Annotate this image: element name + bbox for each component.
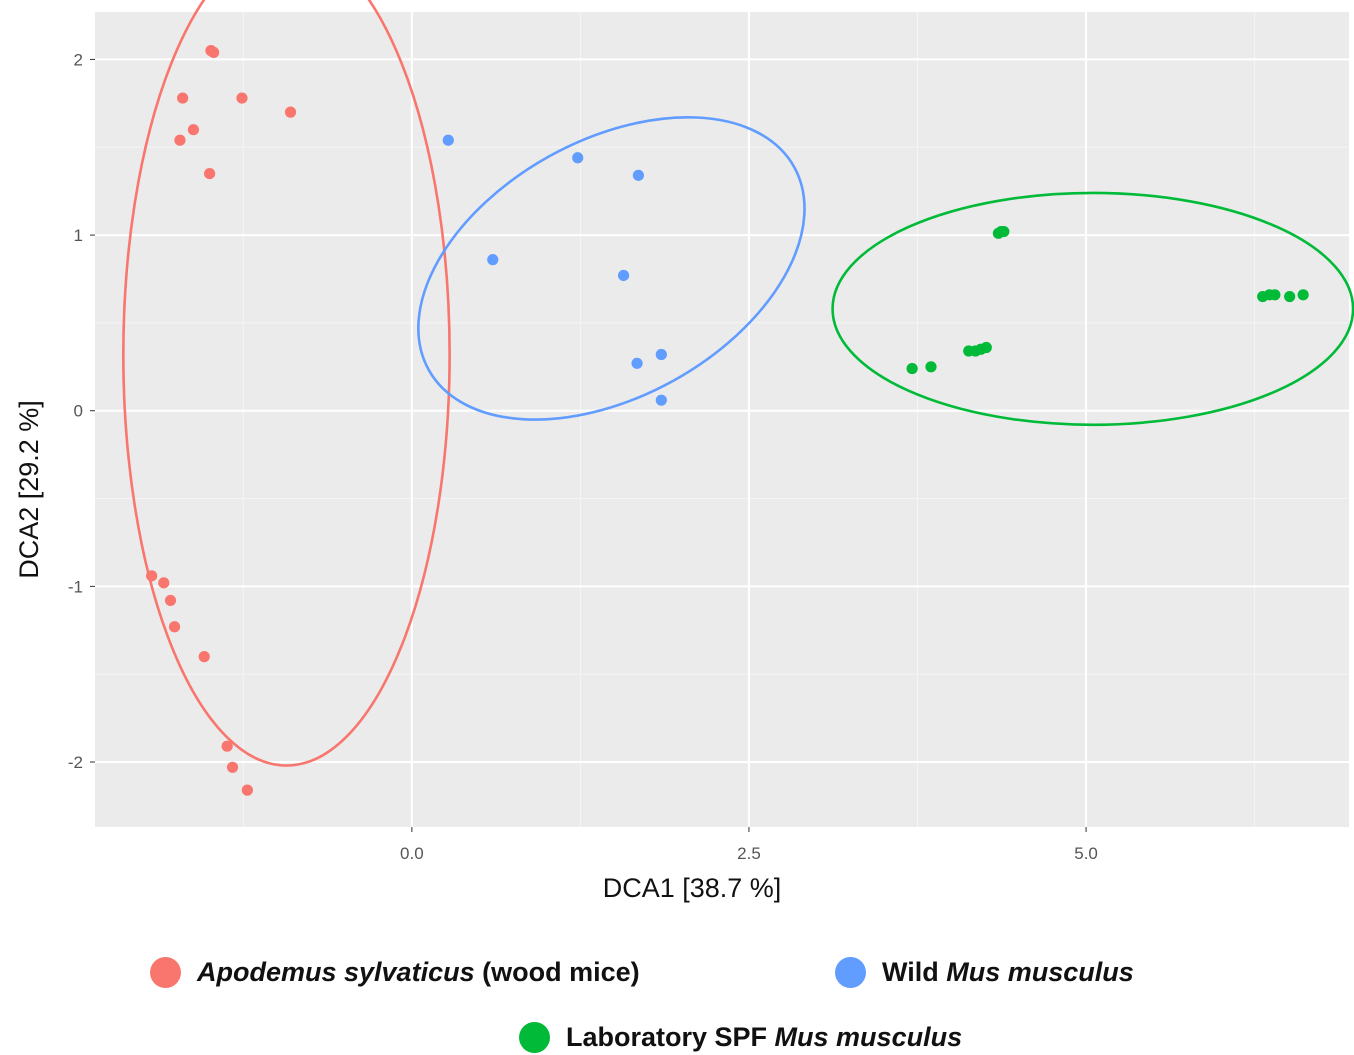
point-lab-spf-mus — [1297, 289, 1309, 301]
point-wild-mus — [631, 357, 643, 369]
point-wild-mus — [572, 152, 584, 164]
point-wild-mus — [442, 134, 454, 146]
y-tick-label: 0 — [74, 402, 83, 421]
point-apodemus — [241, 784, 253, 796]
y-axis-title: DCA2 [29.2 %] — [14, 400, 44, 579]
point-apodemus — [164, 594, 177, 607]
point-wild-mus — [487, 254, 499, 266]
point-lab-spf-mus — [998, 225, 1010, 238]
point-apodemus — [146, 570, 158, 582]
minor-gridlines — [95, 12, 1349, 827]
point-lab-spf-mus — [1284, 290, 1296, 303]
y-tick-label: 1 — [74, 226, 83, 245]
point-apodemus — [174, 134, 186, 146]
point-apodemus — [187, 124, 200, 136]
point-lab-spf-mus — [906, 362, 918, 375]
point-apodemus — [204, 167, 216, 180]
plot-panel — [95, 12, 1349, 827]
point-lab-spf-mus — [925, 361, 937, 373]
point-apodemus — [226, 761, 239, 773]
point-wild-mus — [655, 348, 667, 361]
y-tick-label: 2 — [74, 50, 83, 69]
y-tick-label: -1 — [68, 577, 83, 596]
point-apodemus — [221, 740, 233, 752]
y-tick-label: -2 — [68, 753, 83, 772]
x-tick-label: 0.0 — [400, 844, 424, 863]
point-apodemus — [284, 106, 297, 118]
ellipse-apodemus — [122, 0, 451, 767]
point-apodemus — [177, 92, 189, 104]
point-apodemus — [236, 92, 248, 104]
point-wild-mus — [617, 269, 630, 282]
data-points — [146, 45, 1309, 796]
x-tick-label: 2.5 — [737, 844, 761, 863]
ellipse-wild-mus — [417, 116, 806, 421]
confidence-ellipses — [122, 0, 1354, 767]
point-wild-mus — [632, 169, 645, 181]
point-lab-spf-mus — [1269, 289, 1281, 301]
axis-ticks: 0.0 2.5 5.0 -2 -1 0 1 2 — [68, 50, 1098, 863]
point-apodemus — [158, 577, 170, 589]
point-lab-spf-mus — [980, 341, 992, 354]
point-apodemus — [198, 651, 210, 663]
x-axis-title: DCA1 [38.7 %] — [603, 873, 782, 903]
x-tick-label: 5.0 — [1074, 844, 1098, 863]
ellipse-lab-spf-mus — [831, 191, 1354, 427]
point-apodemus — [208, 46, 220, 58]
major-gridlines — [95, 12, 1349, 827]
point-apodemus — [168, 621, 181, 633]
point-wild-mus — [655, 394, 667, 406]
